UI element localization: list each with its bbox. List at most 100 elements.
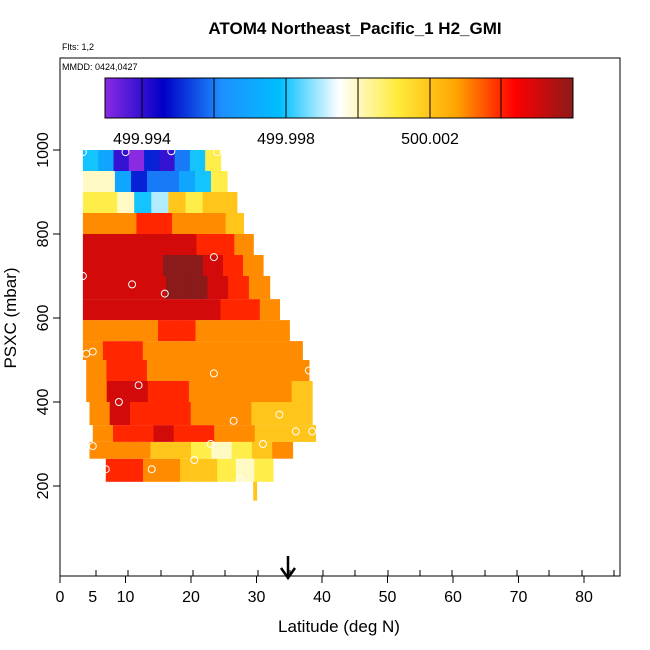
heatmap-cell (180, 458, 200, 482)
heatmap-cell (177, 234, 197, 255)
heatmap-cell (186, 276, 208, 300)
heatmap-cell (130, 441, 151, 459)
heatmap-cell (143, 458, 163, 482)
heatmap-cell (114, 171, 132, 192)
heatmap-cell (207, 276, 229, 300)
x-axis-label: Latitude (deg N) (278, 617, 400, 636)
heatmap-cell (86, 381, 108, 402)
heatmap-cell (153, 425, 175, 442)
heatmap-cell (82, 150, 99, 171)
heatmap-cell (100, 213, 120, 234)
heatmap-cell (254, 458, 274, 482)
heatmap-cell (251, 441, 273, 459)
heatmap-cell (191, 441, 212, 459)
heatmap-cell (103, 276, 125, 300)
heatmap-cell (220, 299, 241, 321)
heatmap-cell (214, 320, 234, 342)
heatmap-cell (183, 255, 204, 276)
x-tick-label: 40 (313, 589, 331, 606)
heatmap-cell (209, 381, 231, 402)
heatmap-cell (82, 320, 103, 342)
heatmap-cell (231, 441, 253, 459)
x-tick-label: 20 (182, 589, 200, 606)
y-axis: 200 400 600 800 1000 (35, 132, 60, 499)
heatmap-cell (82, 276, 105, 300)
heatmap-cell (150, 441, 172, 459)
heatmap-cell (139, 234, 160, 255)
heatmap-cells (82, 150, 316, 501)
sample-point (78, 148, 87, 157)
heatmap-cell (147, 381, 169, 402)
y-tick-label: 1000 (35, 132, 52, 168)
sample-point (88, 347, 97, 356)
sample-point (209, 253, 218, 262)
heatmap-cell (253, 469, 258, 501)
heatmap-cell (174, 150, 191, 171)
heatmap-cell (151, 192, 169, 213)
sample-point (213, 148, 222, 157)
heatmap-cell (195, 171, 212, 192)
heatmap-cell (225, 213, 244, 234)
heatmap-cell (271, 402, 293, 426)
heatmap-cell (268, 360, 290, 381)
heatmap-cell (168, 192, 187, 213)
chart-title: ATOM4 Northeast_Pacific_1 H2_GMI (208, 19, 501, 38)
heatmap-cell (158, 320, 178, 342)
heatmap-cell (200, 299, 222, 321)
colorbar-tick-label: 499.998 (257, 131, 315, 148)
y-tick-label: 600 (35, 305, 52, 332)
heatmap-cell (82, 341, 104, 360)
sample-point (160, 289, 169, 298)
heatmap-cell (215, 234, 235, 255)
heatmap-cell (123, 255, 144, 276)
heatmap-cell (207, 213, 227, 234)
heatmap-cell (194, 425, 215, 442)
heatmap-cell (128, 150, 145, 171)
heatmap-cell (92, 425, 114, 442)
heatmap-cell (282, 341, 303, 360)
heatmap-cell (159, 150, 176, 171)
heatmap-cell (165, 276, 188, 300)
heatmap-cell (102, 255, 124, 276)
heatmap-cell (195, 320, 215, 342)
heatmap-cell (86, 360, 107, 381)
sample-point (147, 465, 156, 474)
heatmap-cell (189, 213, 209, 234)
heatmap-cell (170, 441, 192, 459)
heatmap-cell (163, 171, 180, 192)
x-tick-label: 30 (248, 589, 266, 606)
sample-point (134, 381, 143, 390)
heatmap-cell (179, 171, 196, 192)
latitude-marker-arrow (279, 556, 297, 581)
heatmap-cell (127, 381, 149, 402)
heatmap-cell (168, 381, 190, 402)
date-label: MMDD: 0424,0427 (62, 62, 138, 72)
heatmap-cell (145, 276, 167, 300)
heatmap-cell (233, 320, 253, 342)
heatmap-cell (173, 425, 195, 442)
heatmap-cell (223, 255, 244, 276)
heatmap-cell (231, 402, 252, 426)
colorbar-tick-label: 499.994 (113, 131, 171, 148)
y-tick-label: 800 (35, 221, 52, 248)
heatmap-cell (210, 402, 232, 426)
x-axis: 0 5 10 20 30 40 50 60 70 80 (56, 570, 615, 606)
heatmap-cell (202, 192, 221, 213)
sample-point (209, 369, 218, 378)
sample-point (229, 416, 238, 425)
heatmap-cell (82, 299, 104, 321)
heatmap-cell (120, 234, 141, 255)
heatmap-cell (117, 192, 135, 213)
heatmap-cell (161, 299, 182, 321)
heatmap-cell (217, 458, 237, 482)
heatmap-cell (254, 425, 276, 442)
heatmap-cell (248, 276, 271, 300)
heatmap-cell (147, 171, 164, 192)
heatmap-cell (240, 299, 261, 321)
heatmap-cell (158, 234, 179, 255)
heatmap-cell (203, 255, 224, 276)
sample-point (206, 440, 215, 448)
heatmap-cell (120, 320, 140, 342)
heatmap-cell (262, 341, 283, 360)
heatmap-cell (161, 458, 181, 482)
